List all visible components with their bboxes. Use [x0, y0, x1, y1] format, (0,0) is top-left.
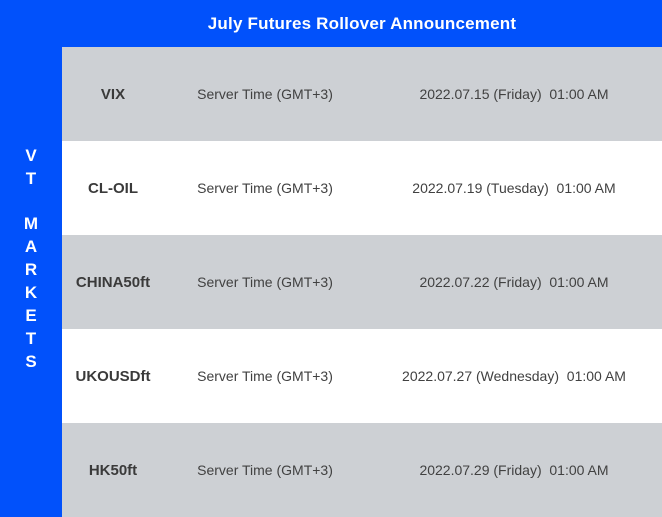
table-row: VIX Server Time (GMT+3) 2022.07.15 (Frid… — [62, 47, 662, 141]
brand-letter: E — [25, 306, 37, 325]
brand-letter: V — [25, 146, 37, 165]
symbol-cell: VIX — [100, 85, 126, 103]
rollover-date-cell: 2022.07.27 (Wednesday) 01:00 AM — [402, 368, 626, 384]
brand-letter: T — [25, 169, 37, 188]
brand-letter: R — [24, 260, 38, 279]
brand-letter: K — [24, 283, 38, 302]
rollover-date-cell: 2022.07.22 (Friday) 01:00 AM — [419, 274, 609, 290]
symbol-cell: HK50ft — [88, 461, 138, 479]
page-title: July Futures Rollover Announcement — [207, 13, 517, 33]
main-area: July Futures Rollover Announcement VIX S… — [62, 0, 662, 517]
server-time-cell: Server Time (GMT+3) — [197, 180, 333, 196]
symbol-cell: CHINA50ft — [75, 273, 151, 291]
rollover-table: VIX Server Time (GMT+3) 2022.07.15 (Frid… — [62, 47, 662, 517]
server-time-cell: Server Time (GMT+3) — [197, 462, 333, 478]
rollover-date-cell: 2022.07.15 (Friday) 01:00 AM — [419, 86, 609, 102]
brand-letter: A — [24, 237, 38, 256]
symbol-cell: CL-OIL — [88, 179, 138, 197]
rollover-date-cell: 2022.07.29 (Friday) 01:00 AM — [419, 462, 609, 478]
title-bar: July Futures Rollover Announcement — [62, 0, 662, 47]
table-row: CHINA50ft Server Time (GMT+3) 2022.07.22… — [62, 235, 662, 329]
table-row: HK50ft Server Time (GMT+3) 2022.07.29 (F… — [62, 423, 662, 517]
brand-letter: M — [23, 214, 39, 233]
table-row: CL-OIL Server Time (GMT+3) 2022.07.19 (T… — [62, 141, 662, 235]
brand-letter: S — [25, 352, 37, 371]
rollover-date-cell: 2022.07.19 (Tuesday) 01:00 AM — [412, 180, 616, 196]
table-row: UKOUSDft Server Time (GMT+3) 2022.07.27 … — [62, 329, 662, 423]
server-time-cell: Server Time (GMT+3) — [197, 274, 333, 290]
server-time-cell: Server Time (GMT+3) — [197, 86, 333, 102]
symbol-cell: UKOUSDft — [75, 367, 151, 385]
server-time-cell: Server Time (GMT+3) — [197, 368, 333, 384]
brand-letter: T — [25, 329, 37, 348]
